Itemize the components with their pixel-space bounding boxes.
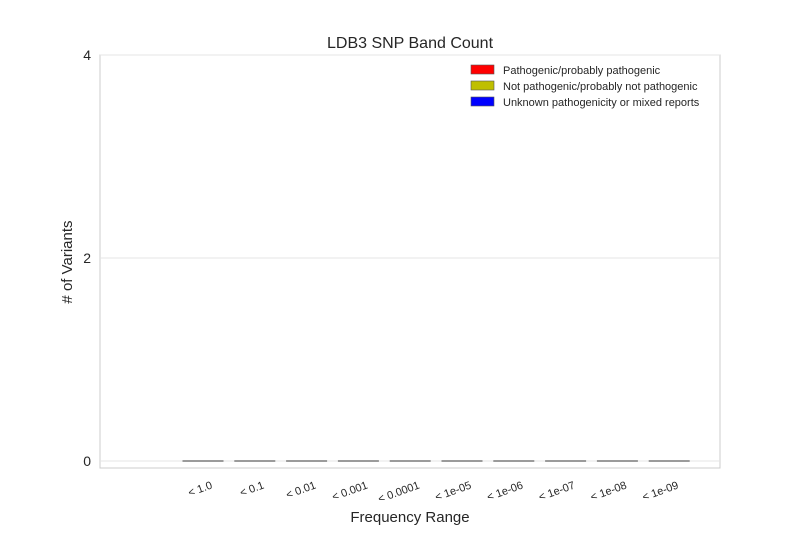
x-tick-label: < 1e-06	[485, 480, 524, 504]
legend-label: Unknown pathogenicity or mixed reports	[503, 97, 700, 109]
x-tick-label: < 0.0001	[377, 480, 422, 506]
legend: Pathogenic/probably pathogenic Not pathog…	[470, 64, 700, 109]
legend-label: Not pathogenic/probably not pathogenic	[503, 81, 698, 93]
legend-swatch	[470, 64, 495, 75]
x-tick-label: < 1e-08	[589, 480, 628, 504]
legend-swatch	[470, 96, 495, 107]
plot-area	[99, 54, 721, 469]
x-axis-ticks: < 1.0 < 0.1 < 0.01 < 0.001 < 0.0001 < 1e-05 < …	[187, 480, 681, 506]
y-tick-label: 2	[83, 250, 91, 266]
x-tick-label: < 0.1	[238, 480, 265, 500]
x-tick-label: < 1e-07	[537, 480, 576, 504]
legend-label: Pathogenic/probably pathogenic	[503, 65, 661, 77]
x-tick-label: < 0.001	[331, 480, 370, 504]
y-tick-label: 0	[83, 453, 91, 469]
y-axis-ticks: 0 2 4	[83, 47, 91, 469]
x-tick-label: < 1.0	[187, 480, 214, 500]
legend-swatch	[470, 80, 495, 91]
x-tick-label: < 1e-05	[434, 480, 473, 504]
y-axis-label: # of Variants	[59, 220, 76, 303]
y-tick-label: 4	[83, 47, 91, 63]
x-axis-label: Frequency Range	[350, 509, 469, 526]
chart-title: LDB3 SNP Band Count	[327, 35, 494, 52]
x-tick-label: < 1e-09	[641, 480, 680, 504]
x-tick-label: < 0.01	[284, 480, 317, 502]
